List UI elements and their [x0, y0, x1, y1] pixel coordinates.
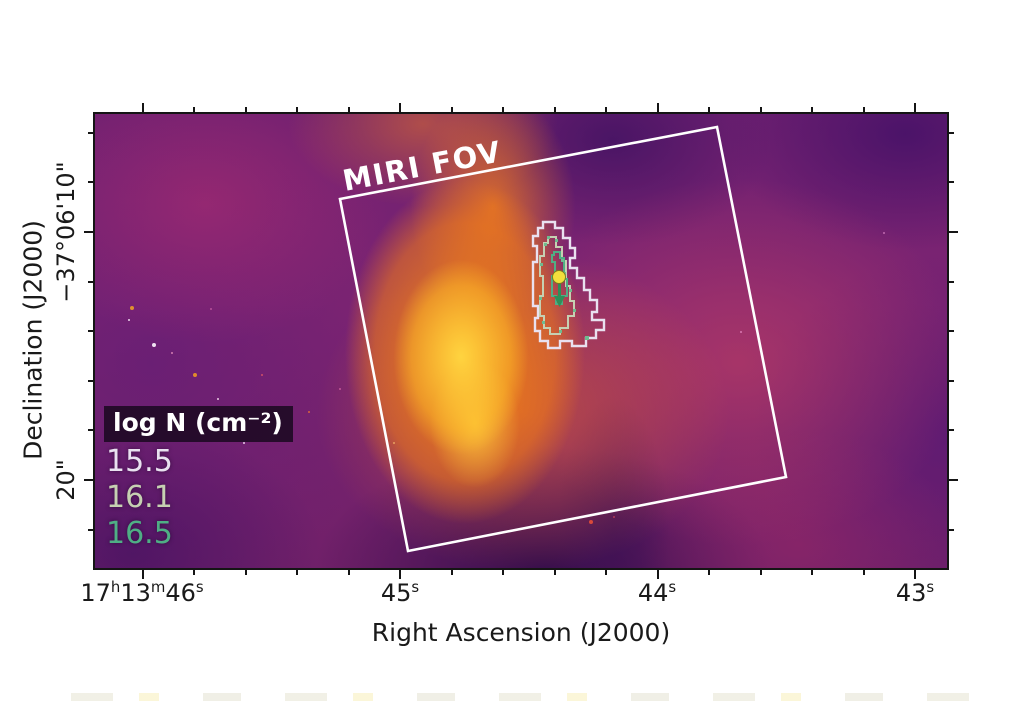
- tick-mark: [553, 107, 556, 112]
- contour-legend: log N (cm⁻²) 15.5 16.1 16.5: [104, 406, 293, 552]
- tick-mark: [759, 570, 762, 575]
- tick-mark: [502, 570, 504, 575]
- tick-mark: [502, 107, 504, 112]
- tick-mark: [193, 107, 195, 112]
- tick-mark: [605, 107, 607, 112]
- legend-item-16-5: 16.5: [106, 516, 173, 551]
- tick-mark: [84, 231, 93, 233]
- tick-mark: [862, 107, 865, 112]
- tick-mark: [656, 103, 659, 112]
- tick-mark: [949, 231, 958, 233]
- x-tick-17h13m46s: 17h13m46s: [80, 578, 204, 607]
- contour-15-5: [531, 220, 606, 350]
- tick-mark: [862, 570, 865, 575]
- tick-mark: [656, 570, 659, 579]
- tick-mark: [193, 570, 195, 575]
- tick-mark: [450, 107, 453, 112]
- tick-mark: [347, 107, 350, 112]
- tick-mark: [296, 107, 298, 112]
- y-tick-37-06-10: −37°06'10": [52, 161, 80, 303]
- tick-mark: [88, 379, 93, 382]
- tick-mark: [88, 528, 93, 531]
- tick-mark: [949, 280, 954, 283]
- x-tick-45s: 45s: [380, 578, 420, 607]
- tick-mark: [949, 479, 958, 481]
- tick-mark: [949, 528, 954, 531]
- tick-mark: [708, 107, 710, 112]
- tick-mark: [296, 570, 298, 575]
- outflow-arrow-icon: [554, 284, 565, 307]
- y-axis-title: Declination (J2000): [18, 220, 48, 460]
- legend-item-15-5: 15.5: [106, 444, 173, 479]
- tick-mark: [605, 570, 607, 575]
- tick-mark: [141, 103, 144, 112]
- tick-mark: [347, 570, 350, 575]
- x-axis-title: Right Ascension (J2000): [371, 618, 671, 647]
- tick-mark: [88, 280, 93, 283]
- tick-mark: [450, 570, 453, 575]
- tick-mark: [399, 103, 401, 112]
- tick-mark: [949, 330, 954, 333]
- tick-mark: [88, 181, 93, 184]
- tick-mark: [88, 429, 93, 432]
- tick-mark: [811, 107, 813, 112]
- y-tick-20: 20": [52, 459, 80, 501]
- source-marker: [552, 270, 566, 284]
- tick-mark: [141, 570, 144, 579]
- cropped-caption-smudges: [55, 693, 985, 701]
- tick-mark: [553, 570, 556, 575]
- tick-mark: [84, 479, 93, 481]
- tick-mark: [949, 429, 954, 432]
- tick-mark: [949, 181, 954, 184]
- tick-mark: [949, 379, 954, 382]
- x-tick-44s: 44s: [637, 578, 677, 607]
- contour-16-5: [551, 251, 568, 305]
- tick-mark: [708, 570, 710, 575]
- plot-overlay: MIRI FOV: [338, 125, 788, 553]
- miri-fov-label: MIRI FOV: [340, 134, 505, 198]
- tick-mark: [244, 570, 247, 575]
- tick-mark: [88, 131, 93, 134]
- tick-mark: [759, 107, 762, 112]
- tick-mark: [244, 107, 247, 112]
- legend-item-16-1: 16.1: [106, 480, 173, 515]
- tick-mark: [811, 570, 813, 575]
- tick-mark: [914, 103, 916, 112]
- miri-fov-box: [338, 125, 788, 553]
- tick-mark: [949, 131, 954, 134]
- tick-mark: [399, 570, 401, 579]
- tick-mark: [88, 330, 93, 333]
- tick-mark: [914, 570, 916, 579]
- contour-vertex-dots: [539, 236, 589, 340]
- sky-image: MIRI FOV: [93, 112, 949, 570]
- legend-title: log N (cm⁻²): [104, 406, 293, 442]
- x-tick-43s: 43s: [895, 578, 935, 607]
